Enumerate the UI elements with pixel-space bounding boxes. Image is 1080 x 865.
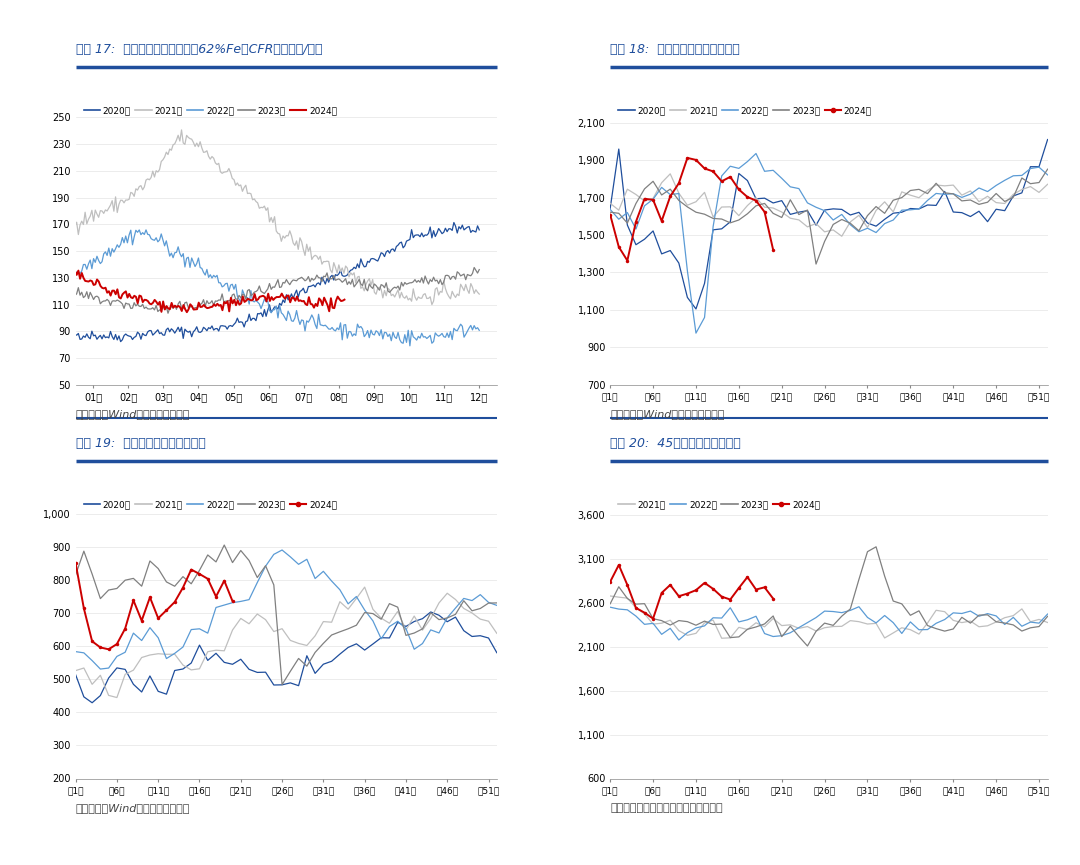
Legend: 2020年, 2021年, 2022年, 2023年, 2024年: 2020年, 2021年, 2022年, 2023年, 2024年 <box>80 103 340 119</box>
Text: 图表 17:  普氏铁矿石价格指数（62%Fe，CFR）（美元/吨）: 图表 17: 普氏铁矿石价格指数（62%Fe，CFR）（美元/吨） <box>76 43 322 56</box>
Legend: 2021年, 2022年, 2023年, 2024年: 2021年, 2022年, 2023年, 2024年 <box>615 497 824 512</box>
Legend: 2020年, 2021年, 2022年, 2023年, 2024年: 2020年, 2021年, 2022年, 2023年, 2024年 <box>80 497 340 512</box>
Text: 图表 20:  45港口到港量（万吨）: 图表 20: 45港口到港量（万吨） <box>610 437 741 450</box>
Text: 资料来源：Wind，国盛证券研究所: 资料来源：Wind，国盛证券研究所 <box>76 409 190 420</box>
Text: 图表 19:  巴西周度发货量（万吨）: 图表 19: 巴西周度发货量（万吨） <box>76 437 205 450</box>
Text: 资料来源：Wind，国盛证券研究所: 资料来源：Wind，国盛证券研究所 <box>610 409 725 420</box>
Text: 资料来源：Wind，国盛证券研究所: 资料来源：Wind，国盛证券研究所 <box>76 803 190 813</box>
Text: 资料来源：钢联数据，国盛证券研究所: 资料来源：钢联数据，国盛证券研究所 <box>610 803 723 813</box>
Legend: 2020年, 2021年, 2022年, 2023年, 2024年: 2020年, 2021年, 2022年, 2023年, 2024年 <box>615 103 875 119</box>
Text: 图表 18:  澳洲周度发货量（万吨）: 图表 18: 澳洲周度发货量（万吨） <box>610 43 740 56</box>
